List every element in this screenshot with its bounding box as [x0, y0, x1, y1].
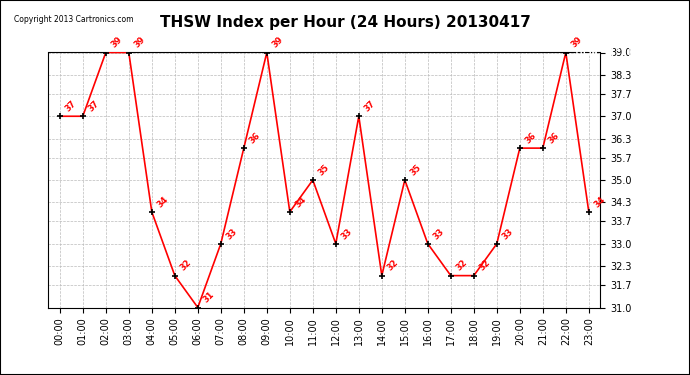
Text: 33: 33 — [225, 226, 239, 241]
Text: 37: 37 — [64, 99, 79, 114]
Text: 39: 39 — [110, 35, 124, 50]
Text: 39: 39 — [271, 35, 286, 50]
Text: 34: 34 — [156, 195, 170, 209]
Text: 32: 32 — [478, 258, 493, 273]
Text: 32: 32 — [179, 258, 194, 273]
Text: 36: 36 — [248, 131, 263, 146]
Text: 32: 32 — [455, 258, 470, 273]
Text: 39: 39 — [570, 35, 584, 50]
Text: 37: 37 — [363, 99, 377, 114]
Text: 35: 35 — [317, 163, 332, 177]
Text: THSW  (°F): THSW (°F) — [574, 46, 633, 57]
Text: 35: 35 — [409, 163, 424, 177]
Text: 37: 37 — [87, 99, 101, 114]
Text: 31: 31 — [202, 290, 217, 305]
Text: 39: 39 — [133, 35, 148, 50]
Text: 34: 34 — [294, 195, 308, 209]
Text: THSW Index per Hour (24 Hours) 20130417: THSW Index per Hour (24 Hours) 20130417 — [159, 15, 531, 30]
Text: 33: 33 — [340, 226, 355, 241]
Text: 34: 34 — [593, 195, 608, 209]
Text: 36: 36 — [524, 131, 539, 146]
Text: 36: 36 — [547, 131, 562, 146]
Text: 32: 32 — [386, 258, 401, 273]
Text: 33: 33 — [501, 226, 515, 241]
Text: Copyright 2013 Cartronics.com: Copyright 2013 Cartronics.com — [14, 15, 133, 24]
Text: 33: 33 — [432, 226, 446, 241]
